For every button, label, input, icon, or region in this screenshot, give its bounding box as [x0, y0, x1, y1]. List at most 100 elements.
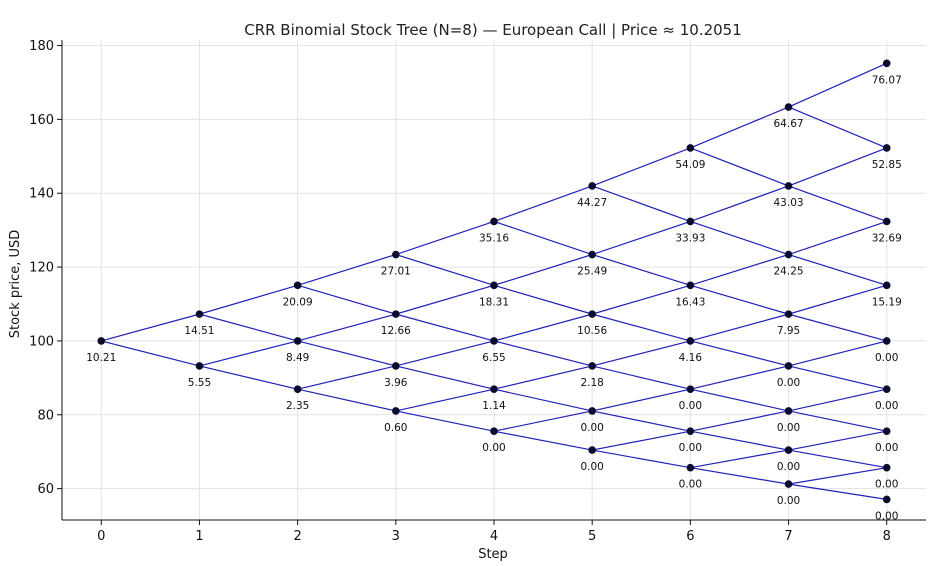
y-tick-label: 80	[37, 408, 54, 423]
y-tick-label: 160	[29, 113, 54, 128]
tree-edge-up	[493, 185, 593, 223]
tree-edge-up	[690, 185, 789, 223]
node-option-value: 35.16	[479, 232, 509, 244]
tree-edge-up	[788, 220, 887, 256]
tree-edge-down	[592, 449, 691, 469]
tree-node	[392, 362, 400, 370]
axes: 0 1 2 3 4 5 6 7 8 60 80 100 120 140 160 180	[29, 39, 926, 544]
node-option-value: 0.00	[580, 422, 603, 434]
tree-edge-up	[592, 340, 691, 367]
tree-edge-down	[199, 313, 298, 342]
tree-edge-down	[788, 313, 887, 342]
x-tick-label: 0	[97, 529, 105, 544]
tree-edge-down	[788, 106, 887, 149]
node-option-value: 0.00	[875, 352, 898, 364]
node-option-value: 18.31	[479, 296, 509, 308]
node-option-value: 0.00	[482, 442, 505, 454]
node-option-value: 0.00	[679, 400, 702, 412]
tree-edge-down	[493, 340, 593, 367]
tree-node	[882, 385, 891, 394]
x-tick-label: 7	[784, 529, 792, 544]
tree-edges	[101, 62, 887, 500]
tree-edge-down	[297, 284, 396, 315]
tree-node	[882, 337, 891, 345]
tree-node	[784, 446, 793, 454]
tree-edge-down	[493, 430, 593, 451]
tree-node	[588, 310, 596, 318]
tree-node	[195, 310, 204, 318]
node-option-value: 0.00	[875, 479, 898, 491]
tree-nodes	[97, 59, 891, 504]
node-option-value: 0.00	[777, 422, 800, 434]
tree-edge-up	[690, 253, 789, 286]
node-option-value: 27.01	[381, 266, 411, 278]
node-option-value: 0.00	[580, 461, 603, 473]
tree-edge-down	[493, 284, 593, 315]
node-option-value: 8.49	[286, 352, 309, 364]
tree-edge-down	[592, 365, 691, 390]
tree-edge-down	[591, 185, 691, 223]
node-option-value: 20.09	[283, 296, 313, 308]
tree-edge-down	[395, 365, 495, 390]
tree-edge-down	[493, 220, 593, 256]
node-labels: 10.21 14.51 5.55 20.09 8.49 2.35 27.01 12.66 3.9…	[86, 74, 902, 522]
tree-node	[686, 281, 695, 290]
tree-node	[293, 385, 302, 394]
tree-edge-up	[493, 313, 593, 342]
tree-edge-up	[199, 340, 298, 367]
tree-edge-up	[690, 449, 789, 469]
tree-edge-down	[395, 410, 495, 432]
tree-edge-up	[592, 388, 691, 412]
grid	[62, 40, 926, 520]
tree-node	[490, 217, 498, 226]
tree-node	[293, 337, 302, 345]
node-option-value: 0.00	[875, 400, 898, 412]
node-option-value: 10.21	[86, 352, 116, 364]
tree-node	[784, 362, 793, 370]
tree-node	[784, 310, 793, 318]
tree-node	[882, 59, 891, 68]
tree-node	[784, 407, 793, 415]
chart-title: CRR Binomial Stock Tree (N=8) — European…	[244, 21, 742, 39]
tree-edge-down	[690, 430, 789, 451]
x-tick-label: 6	[686, 529, 694, 544]
tree-node	[588, 362, 596, 370]
node-option-value: 25.49	[577, 266, 607, 278]
node-option-value: 2.18	[580, 377, 603, 389]
tree-edge-up	[591, 147, 691, 187]
y-tick-label: 140	[29, 187, 54, 202]
tree-edge-up	[690, 365, 789, 390]
node-option-value: 0.00	[777, 495, 800, 507]
tree-edge-down	[592, 410, 691, 432]
tree-node	[588, 446, 596, 454]
tree-node	[686, 337, 695, 345]
tree-node	[882, 281, 891, 290]
node-option-value: 12.66	[381, 325, 411, 337]
tree-edge-down	[788, 449, 887, 469]
tree-node	[686, 463, 695, 472]
node-option-value: 76.07	[872, 74, 902, 86]
tree-edge-up	[788, 147, 887, 187]
node-option-value: 52.85	[872, 159, 902, 171]
tree-edge-up	[788, 62, 887, 108]
tree-node	[882, 463, 891, 472]
tree-node	[588, 407, 596, 415]
tree-edge-down	[788, 365, 887, 390]
node-option-value: 43.03	[774, 197, 804, 209]
tree-node	[882, 144, 891, 152]
tree-node	[588, 182, 596, 190]
node-option-value: 0.00	[875, 510, 898, 522]
tree-node	[588, 250, 596, 259]
tree-node	[686, 144, 695, 152]
node-option-value: 24.25	[774, 266, 804, 278]
tree-node	[882, 427, 891, 436]
node-option-value: 0.00	[777, 461, 800, 473]
tree-edge-up	[592, 284, 691, 315]
node-option-value: 4.16	[679, 352, 703, 364]
tree-node	[686, 427, 695, 436]
tree-edge-down	[788, 483, 887, 500]
tree-edge-up	[788, 340, 887, 367]
node-option-value: 3.96	[384, 377, 408, 389]
tree-node	[882, 217, 891, 226]
